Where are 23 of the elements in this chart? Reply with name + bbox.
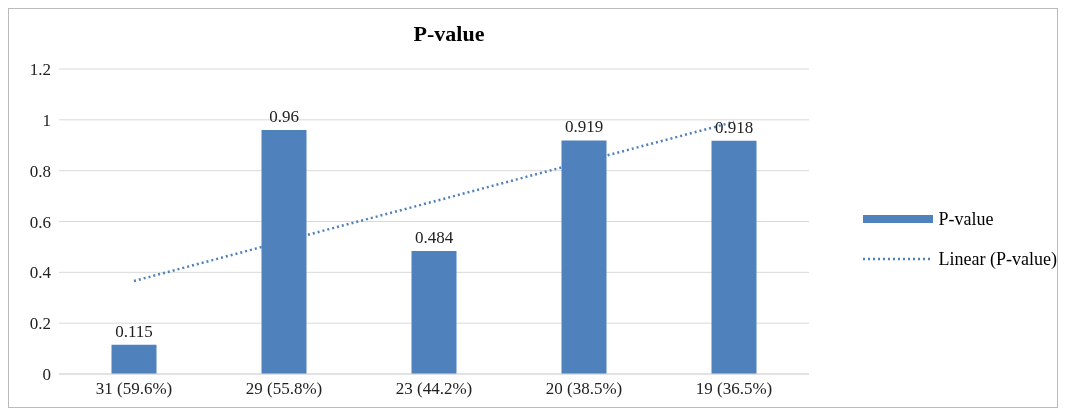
y-tick-label: 0.4: [29, 263, 52, 283]
data-label: 0.918: [714, 117, 754, 137]
y-tick-label: 0.2: [29, 314, 51, 334]
x-tick-label: 23 (44.2%): [395, 379, 473, 399]
y-tick-label: 0.6: [29, 212, 51, 232]
y-tick-label: 0: [42, 365, 51, 385]
y-tick-label: 1.2: [29, 60, 51, 80]
bar: [711, 140, 757, 374]
x-tick-label: 31 (59.6%): [95, 379, 173, 399]
data-label: 0.919: [564, 117, 604, 137]
legend-label: Linear (P-value): [938, 248, 1057, 270]
data-label: 0.484: [414, 227, 454, 247]
data-label: 0.115: [115, 321, 153, 341]
x-tick-label: 19 (36.5%): [695, 379, 773, 399]
y-tick-label: 1: [42, 110, 51, 130]
data-label: 0.96: [269, 107, 299, 126]
x-tick-label: 29 (55.8%): [245, 379, 323, 399]
x-tick-label: 20 (38.5%): [545, 379, 623, 399]
chart-title: P-value: [412, 20, 486, 47]
bar: [111, 344, 157, 374]
y-tick-label: 0.8: [29, 161, 51, 181]
bar: [411, 250, 457, 374]
legend-label: P-value: [938, 208, 994, 230]
